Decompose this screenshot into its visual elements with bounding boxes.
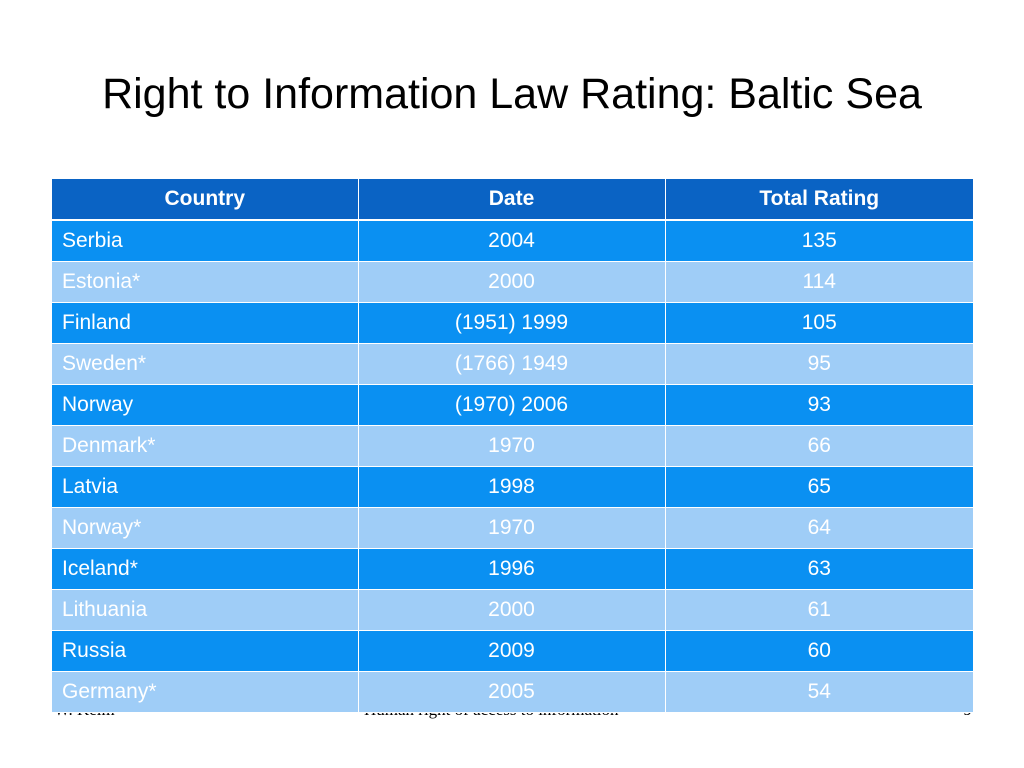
date-cell: 1996 — [358, 548, 666, 590]
country-cell: Estonia* — [52, 261, 359, 303]
country-cell: Serbia — [52, 220, 359, 262]
table-row: Iceland* 1996 63 — [52, 548, 973, 590]
rating-cell: 65 — [665, 466, 973, 508]
table-row: Norway* 1970 64 — [52, 507, 973, 549]
table-row: Norway (1970) 2006 93 — [52, 384, 973, 426]
date-cell: 2000 — [358, 589, 666, 631]
column-header-country: Country — [52, 179, 359, 221]
column-header-total-rating: Total Rating — [665, 179, 973, 221]
country-cell: Russia — [52, 630, 359, 672]
country-cell: Sweden* — [52, 343, 359, 385]
date-cell: 2004 — [358, 220, 666, 262]
date-cell: 1970 — [358, 425, 666, 467]
country-cell: Norway — [52, 384, 359, 426]
rating-cell: 95 — [665, 343, 973, 385]
date-cell: (1970) 2006 — [358, 384, 666, 426]
table-row: Russia 2009 60 — [52, 630, 973, 672]
country-cell: Norway* — [52, 507, 359, 549]
slide-title: Right to Information Law Rating: Baltic … — [102, 70, 922, 118]
table-row: Germany* 2005 54 — [52, 671, 973, 713]
date-cell: 1970 — [358, 507, 666, 549]
rating-cell: 66 — [665, 425, 973, 467]
rating-cell: 54 — [665, 671, 973, 713]
rating-cell: 60 — [665, 630, 973, 672]
date-cell: (1951) 1999 — [358, 302, 666, 344]
table-row: Serbia 2004 135 — [52, 220, 973, 262]
table-row: Sweden* (1766) 1949 95 — [52, 343, 973, 385]
rating-cell: 64 — [665, 507, 973, 549]
country-cell: Finland — [52, 302, 359, 344]
rating-table: Country Date Total Rating Serbia 2004 13… — [52, 179, 973, 713]
table-row: Latvia 1998 65 — [52, 466, 973, 508]
date-cell: 2000 — [358, 261, 666, 303]
country-cell: Latvia — [52, 466, 359, 508]
column-header-date: Date — [358, 179, 666, 221]
country-cell: Iceland* — [52, 548, 359, 590]
date-cell: (1766) 1949 — [358, 343, 666, 385]
rating-cell: 105 — [665, 302, 973, 344]
table-row: Lithuania 2000 61 — [52, 589, 973, 631]
date-cell: 2009 — [358, 630, 666, 672]
table-row: Denmark* 1970 66 — [52, 425, 973, 467]
rating-cell: 61 — [665, 589, 973, 631]
country-cell: Germany* — [52, 671, 359, 713]
rating-cell: 63 — [665, 548, 973, 590]
rating-cell: 93 — [665, 384, 973, 426]
country-cell: Lithuania — [52, 589, 359, 631]
country-cell: Denmark* — [52, 425, 359, 467]
rating-cell: 114 — [665, 261, 973, 303]
rating-cell: 135 — [665, 220, 973, 262]
date-cell: 2005 — [358, 671, 666, 713]
table-header-row: Country Date Total Rating — [52, 179, 973, 221]
table-row: Estonia* 2000 114 — [52, 261, 973, 303]
table-row: Finland (1951) 1999 105 — [52, 302, 973, 344]
date-cell: 1998 — [358, 466, 666, 508]
